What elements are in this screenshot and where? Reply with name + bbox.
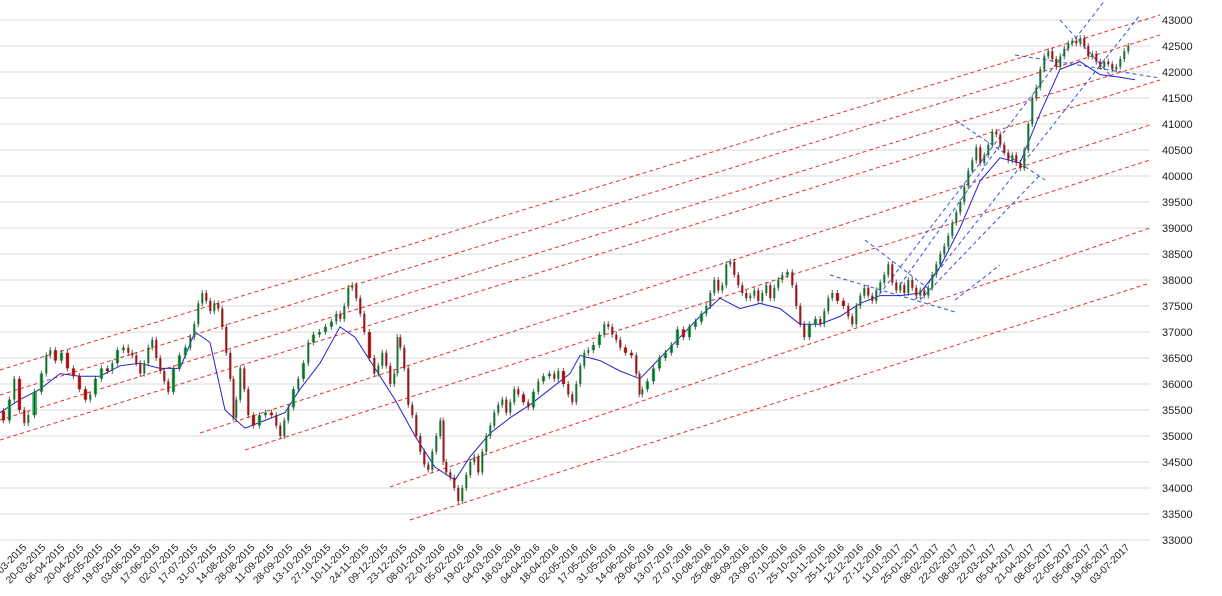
channel-line xyxy=(864,239,931,291)
channel-line xyxy=(954,264,1001,301)
y-tick-label: 33500 xyxy=(1162,509,1193,521)
y-tick-label: 41000 xyxy=(1162,119,1193,131)
y-tick-label: 36500 xyxy=(1162,353,1193,365)
y-tick-label: 43000 xyxy=(1162,15,1193,27)
y-tick-label: 40000 xyxy=(1162,171,1193,183)
y-tick-label: 35500 xyxy=(1162,405,1193,417)
channel-line xyxy=(829,274,956,313)
y-axis: 33000 33500 34000 34500 35000 35500 36000 36500… xyxy=(1162,15,1193,547)
moving-average xyxy=(0,61,1136,481)
y-tick-label: 39500 xyxy=(1162,197,1193,209)
channel-line xyxy=(919,174,1041,301)
channel-line xyxy=(1059,19,1111,76)
moving-average-line xyxy=(0,61,1136,481)
y-tick-label: 38500 xyxy=(1162,249,1193,261)
channel-line xyxy=(874,0,1106,301)
candle-body xyxy=(396,337,399,374)
trendlines xyxy=(0,0,1161,521)
trendline xyxy=(0,34,1161,396)
channel-line xyxy=(899,144,1001,286)
candles xyxy=(1,35,1130,504)
trendline xyxy=(409,282,1151,521)
trendline xyxy=(244,159,1151,451)
y-tick-label: 34500 xyxy=(1162,457,1193,469)
y-tick-label: 37000 xyxy=(1162,327,1193,339)
y-tick-label: 39000 xyxy=(1162,223,1193,235)
candle-body xyxy=(442,420,445,462)
channel-line xyxy=(914,14,1141,301)
y-tick-label: 40500 xyxy=(1162,145,1193,157)
y-tick-label: 42500 xyxy=(1162,41,1193,53)
y-tick-label: 34000 xyxy=(1162,483,1193,495)
candle-body xyxy=(232,378,235,418)
trendline xyxy=(199,124,1151,434)
trendline xyxy=(0,14,1161,371)
y-tick-label: 38000 xyxy=(1162,275,1193,287)
y-tick-label: 41500 xyxy=(1162,93,1193,105)
y-tick-label: 42000 xyxy=(1162,67,1193,79)
candle-body xyxy=(638,373,641,395)
y-tick-label: 33000 xyxy=(1162,535,1193,547)
y-tick-label: 37500 xyxy=(1162,301,1193,313)
gridlines xyxy=(0,19,1150,541)
trendline xyxy=(389,227,1151,488)
x-axis: 09-03-201520-03-201506-04-201520-04-2015… xyxy=(0,542,1132,586)
y-tick-label: 35000 xyxy=(1162,431,1193,443)
y-tick-label: 36000 xyxy=(1162,379,1193,391)
